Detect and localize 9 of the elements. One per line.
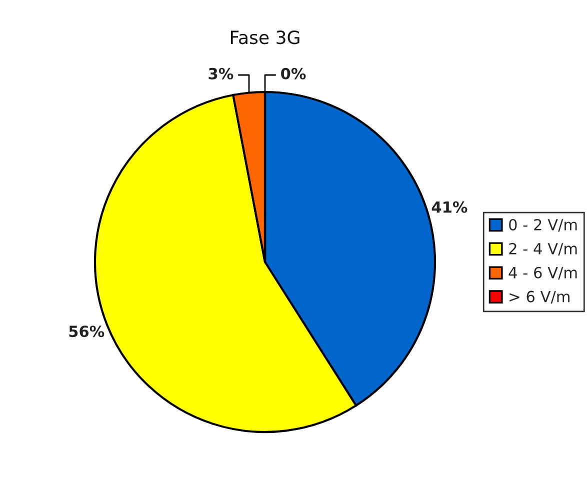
data-label: 41% (432, 201, 468, 213)
text: 0% (281, 68, 306, 80)
legend-label: 4 - 6 V/m (508, 266, 577, 280)
chart-title: Fase 3G (231, 30, 300, 44)
data-label: 56% (69, 326, 104, 338)
data-label: 3% (208, 68, 234, 80)
legend-label: > 6 V/m (510, 290, 570, 304)
legend-label: 2 - 4 V/m (509, 242, 577, 256)
legend-label: 0 - 2 V/m (509, 218, 577, 232)
